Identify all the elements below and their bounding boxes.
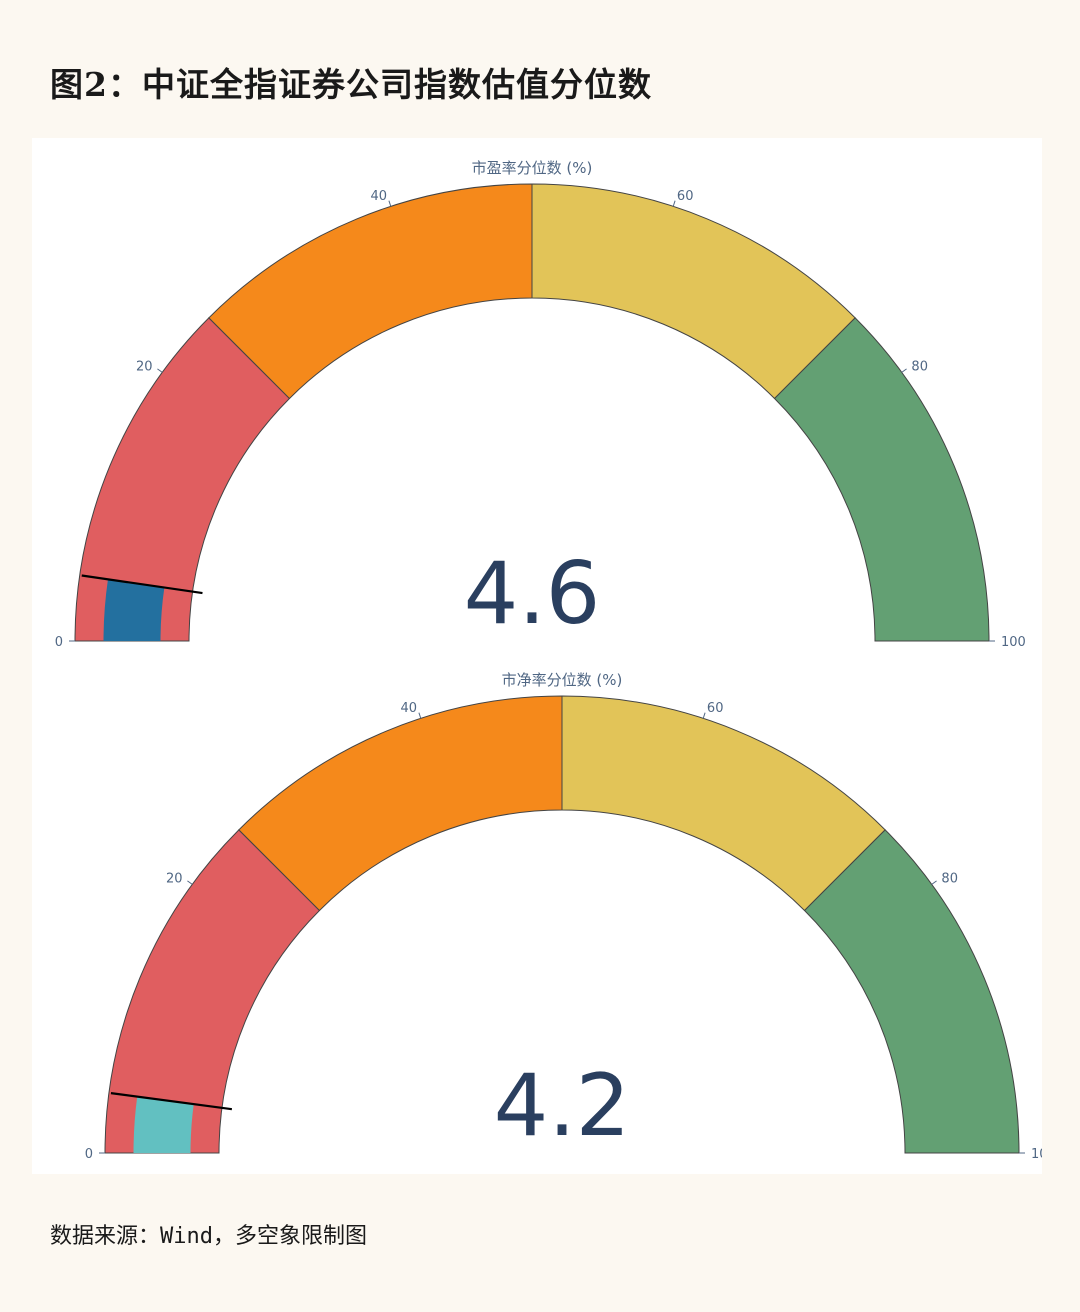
gauge-1-tick-label: 0	[55, 635, 63, 650]
gauge-1-tick-mark-3	[388, 200, 392, 207]
gauge-1-tick-label: 100	[1001, 635, 1026, 650]
gauge-2-tick-label: 20	[166, 871, 183, 886]
chart-panel: 0 20 40 60 80 100 市盈率分位数 (%) 4.6 0 20 40 60 80 100 市净率…	[32, 138, 1042, 1174]
page-title: 图2：中证全指证券公司指数估值分位数	[50, 65, 652, 104]
gauge-2-tick-label: 80	[941, 871, 958, 886]
gauge-2-tick-mark-3	[418, 712, 422, 719]
gauge-1-tick-label: 60	[677, 189, 694, 204]
gauge-1-value-number: 4.6	[464, 544, 601, 644]
gauge-2-tick-label: 100	[1031, 1147, 1042, 1162]
gauge-2-tick-mark-5	[931, 880, 937, 885]
gauge-2-value-number: 4.2	[494, 1056, 631, 1156]
gauge-1-tick-label: 80	[911, 359, 928, 374]
gauge-2-tick-label: 0	[85, 1147, 93, 1162]
gauge-1-tick-mark-4	[672, 200, 676, 207]
gauge-1-tick-label: 20	[136, 359, 153, 374]
source-note: 数据来源：Wind，多空象限制图	[50, 1224, 367, 1249]
gauge-2-value-bar	[133, 1096, 194, 1153]
gauge-2-tick-label: 60	[707, 701, 724, 716]
gauge-2-tick-label: 40	[401, 701, 418, 716]
gauge-2-threshold-line	[110, 1092, 233, 1111]
gauge-2-title: 市净率分位数 (%)	[502, 671, 623, 689]
gauge-2-tick-mark-4	[702, 712, 706, 719]
gauge-2-band-2	[238, 695, 563, 912]
gauge-1-tick-mark-5	[901, 368, 907, 373]
gauge-1-tick-label: 40	[371, 189, 388, 204]
gauge-1-value-bar	[103, 579, 165, 641]
gauge-1-title: 市盈率分位数 (%)	[472, 159, 593, 177]
gauge-charts: 0 20 40 60 80 100 市盈率分位数 (%) 4.6 0 20 40 60 80 100 市净率…	[55, 159, 1042, 1162]
gauge-1-band-4	[773, 317, 990, 642]
gauge-1-band-2	[208, 183, 533, 400]
gauge-1-threshold-line	[81, 574, 203, 595]
gauge-2-band-4	[803, 829, 1020, 1154]
gauge-2-tick-mark-2	[187, 880, 193, 885]
gauge-1-tick-mark-2	[157, 368, 163, 373]
